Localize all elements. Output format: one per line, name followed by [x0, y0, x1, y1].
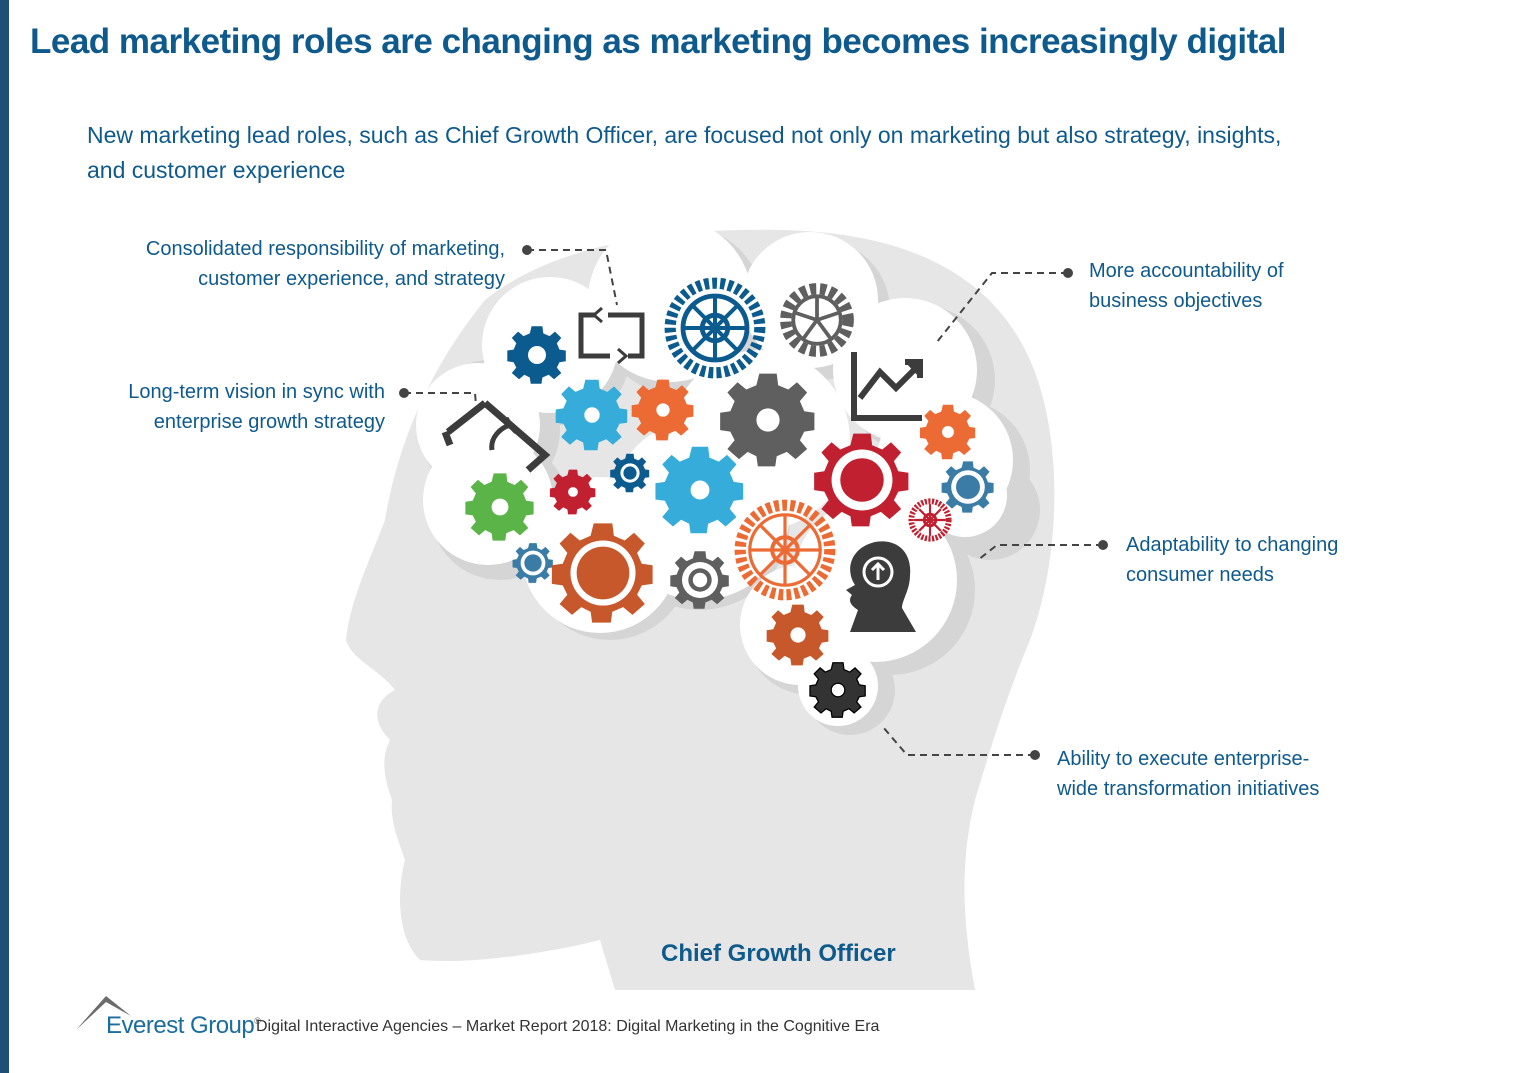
everest-mountain-logo-icon: [76, 996, 131, 1030]
head-idea-icon: [846, 541, 916, 632]
annotation-consolidated: Consolidated responsibility of marketing…: [145, 238, 505, 290]
page-title: Lead marketing roles are changing as mar…: [30, 22, 1287, 61]
accent-bar: [0, 0, 9, 1073]
brand-logo: Everest Group®: [106, 1012, 261, 1039]
annotation-accountability: More accountability of business objectiv…: [1089, 260, 1284, 312]
annotation-execute: Ability to execute enterprise- wide tran…: [1057, 748, 1320, 800]
gear-icons: [465, 277, 994, 718]
page-subtitle: New marketing lead roles, such as Chief …: [87, 122, 1282, 183]
road-sign-icon: [441, 400, 551, 473]
growth-chart-icon: [851, 352, 923, 421]
chief-growth-officer-label: Chief Growth Officer: [661, 940, 896, 967]
cycle-arrows-icon: [578, 306, 645, 365]
report-title: Digital Interactive Agencies – Market Re…: [256, 1018, 880, 1035]
annotation-long-term: Long-term vision in sync with enterprise…: [128, 381, 385, 433]
connector-dots: [399, 245, 1108, 760]
connector-lines: [404, 249, 1103, 756]
annotation-adaptability: Adaptability to changing consumer needs: [1126, 534, 1339, 586]
